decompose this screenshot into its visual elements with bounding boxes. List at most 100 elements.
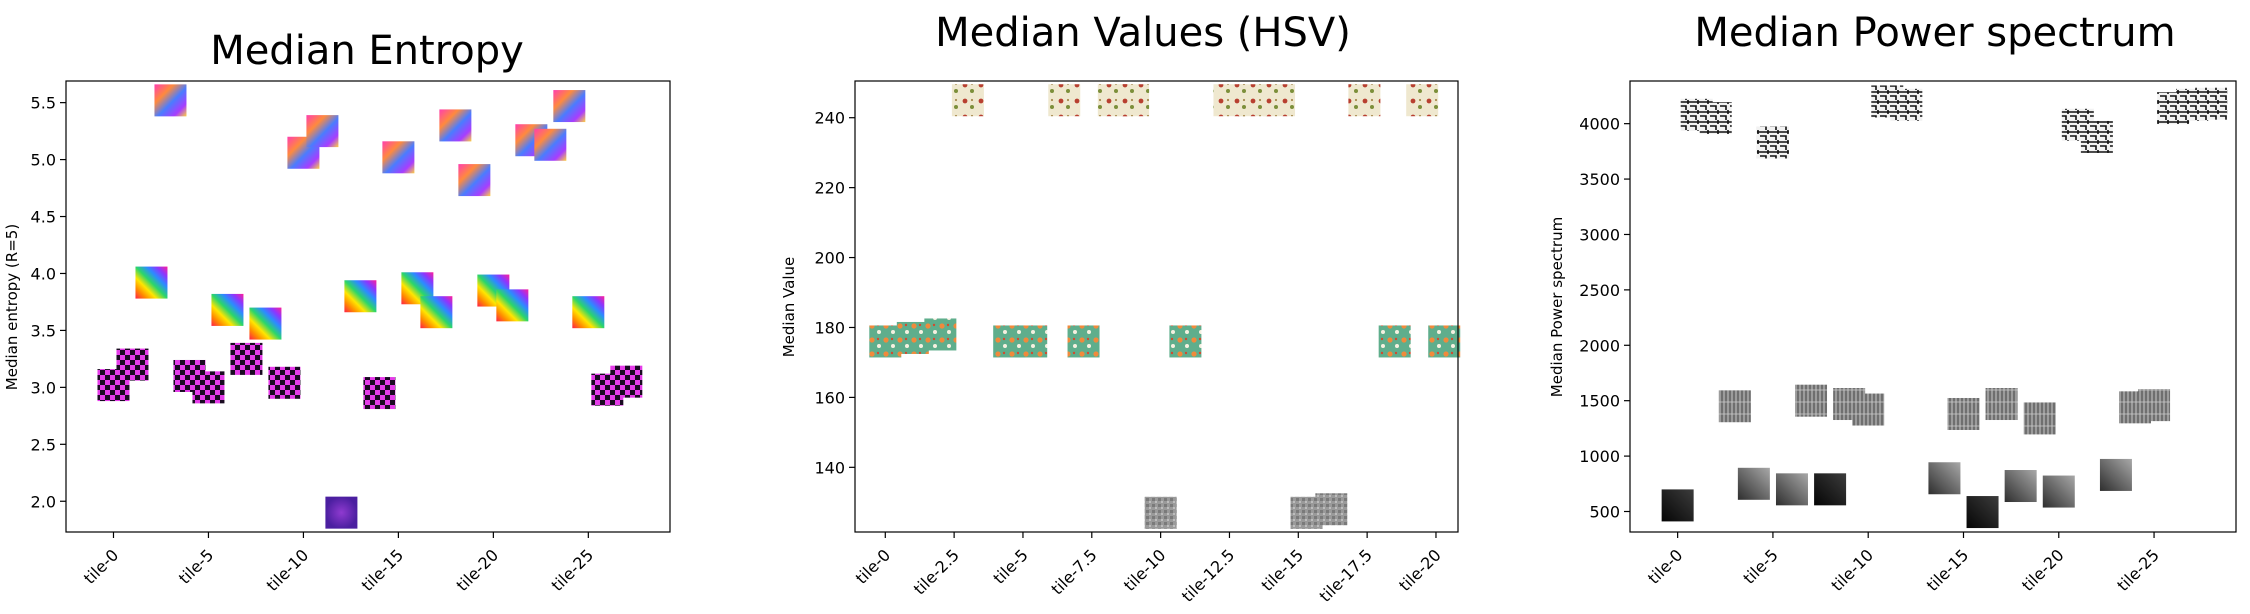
tile-point bbox=[896, 321, 929, 354]
tile-point bbox=[2195, 87, 2228, 120]
tile-point bbox=[1737, 467, 1770, 500]
tile-point bbox=[951, 84, 984, 117]
tile-point bbox=[1067, 325, 1100, 358]
data-points bbox=[869, 84, 1461, 529]
tile-point bbox=[1378, 325, 1411, 358]
x-tick-label: tile-25 bbox=[2113, 545, 2163, 595]
entropy-panel: Median Entropy Median entropy (R=5) 2.02… bbox=[3, 28, 671, 595]
x-tick-label: tile-20 bbox=[1395, 545, 1445, 595]
x-tick-label: tile-5 bbox=[175, 545, 217, 587]
tile-point bbox=[135, 266, 168, 299]
tile-point bbox=[1263, 84, 1296, 117]
plot-frame bbox=[854, 80, 1459, 533]
tile-point bbox=[2138, 389, 2171, 422]
y-axis-label: Median entropy (R=5) bbox=[3, 224, 21, 390]
tile-point bbox=[1718, 390, 1751, 423]
y-tick-label: 1500 bbox=[1579, 392, 1620, 411]
y-tick-label: 5.5 bbox=[31, 94, 56, 113]
y-tick-label: 3500 bbox=[1579, 170, 1620, 189]
tile-point bbox=[1015, 325, 1048, 358]
y-tick-label: 2500 bbox=[1579, 281, 1620, 300]
x-tick-label: tile-10 bbox=[1120, 545, 1170, 595]
tile-point bbox=[2023, 402, 2056, 435]
tile-point bbox=[1966, 496, 1999, 529]
tile-point bbox=[496, 289, 529, 322]
y-tick-label: 2.5 bbox=[31, 435, 56, 454]
power-panel: Median Power spectrum Median Power spect… bbox=[1548, 10, 2237, 595]
data-points bbox=[1661, 85, 2228, 529]
tile-point bbox=[553, 90, 586, 123]
x-tick-label: tile-0 bbox=[80, 545, 122, 587]
tile-point bbox=[382, 141, 415, 174]
tile-point bbox=[1852, 393, 1885, 426]
tile-point bbox=[1428, 325, 1461, 358]
y-tick-label: 4000 bbox=[1579, 115, 1620, 134]
y-tick-label: 500 bbox=[1589, 503, 1620, 522]
tile-point bbox=[363, 377, 396, 410]
tile-point bbox=[1048, 84, 1081, 117]
y-tick-label: 200 bbox=[814, 249, 845, 268]
tile-point bbox=[1406, 84, 1439, 117]
tile-point bbox=[1661, 489, 1694, 522]
tile-point bbox=[420, 296, 453, 329]
values-panel: Median Values (HSV) Median Value 1401601… bbox=[780, 10, 1461, 606]
tile-point bbox=[2080, 120, 2113, 153]
tile-point bbox=[268, 366, 301, 399]
tile-point bbox=[325, 496, 358, 529]
tile-point bbox=[1890, 88, 1923, 121]
y-tick-label: 2000 bbox=[1579, 336, 1620, 355]
tile-point bbox=[1348, 84, 1381, 117]
tile-point bbox=[458, 164, 491, 197]
x-tick-label: tile-15 bbox=[358, 545, 408, 595]
tile-point bbox=[869, 325, 902, 358]
x-tick-label: tile-5 bbox=[1739, 545, 1781, 587]
tile-point bbox=[2004, 470, 2037, 503]
x-tick-label: tile-10 bbox=[263, 545, 313, 595]
tile-point bbox=[924, 318, 957, 351]
x-tick-label: tile-12.5 bbox=[1178, 545, 1238, 605]
y-tick-label: 5.0 bbox=[31, 151, 56, 170]
tile-point bbox=[1795, 384, 1828, 417]
tile-point bbox=[2099, 458, 2132, 491]
y-tick-label: 3.0 bbox=[31, 378, 56, 397]
y-axis-label: Median Value bbox=[780, 257, 798, 358]
chart-title: Median Values (HSV) bbox=[935, 10, 1351, 56]
data-points bbox=[97, 84, 643, 529]
axis-ticks: 2.0 2.5 3.0 3.5 4.0 4.5 5.0 5.5 tile-0 tile-5 tile… bbox=[31, 94, 598, 595]
tile-point bbox=[2042, 475, 2075, 508]
y-tick-label: 180 bbox=[814, 318, 845, 337]
tile-point bbox=[192, 371, 225, 404]
y-tick-label: 4.5 bbox=[31, 208, 56, 227]
tile-point bbox=[439, 109, 472, 142]
y-tick-label: 3000 bbox=[1579, 225, 1620, 244]
tile-point bbox=[1814, 473, 1847, 506]
tile-point bbox=[1985, 388, 2018, 421]
x-tick-label: tile-20 bbox=[453, 545, 503, 595]
x-tick-label: tile-0 bbox=[1644, 545, 1686, 587]
plot-frame bbox=[1629, 80, 2237, 533]
tile-point bbox=[1144, 496, 1177, 529]
tile-point bbox=[1756, 126, 1789, 159]
axis-ticks: 500 1000 1500 2000 2500 3000 3500 4000 tile-0 til… bbox=[1579, 115, 2163, 595]
x-tick-label: tile-15 bbox=[1258, 545, 1308, 595]
y-tick-label: 240 bbox=[814, 109, 845, 128]
chart-title: Median Power spectrum bbox=[1694, 10, 2175, 56]
x-tick-label: tile-25 bbox=[548, 545, 598, 595]
y-tick-label: 1000 bbox=[1579, 447, 1620, 466]
tile-point bbox=[344, 280, 377, 313]
tile-point bbox=[230, 342, 263, 375]
y-tick-label: 220 bbox=[814, 179, 845, 198]
x-tick-label: tile-2.5 bbox=[910, 545, 963, 598]
x-tick-label: tile-10 bbox=[1827, 545, 1877, 595]
plot-frame bbox=[65, 80, 671, 533]
tile-point bbox=[534, 128, 567, 161]
y-tick-label: 3.5 bbox=[31, 321, 56, 340]
tile-point bbox=[306, 115, 339, 148]
x-tick-label: tile-20 bbox=[2018, 545, 2068, 595]
x-tick-label: tile-17.5 bbox=[1316, 545, 1376, 605]
tile-point bbox=[1315, 493, 1348, 526]
tile-point bbox=[211, 293, 244, 326]
x-tick-label: tile-15 bbox=[1923, 545, 1973, 595]
tile-point bbox=[116, 348, 149, 381]
